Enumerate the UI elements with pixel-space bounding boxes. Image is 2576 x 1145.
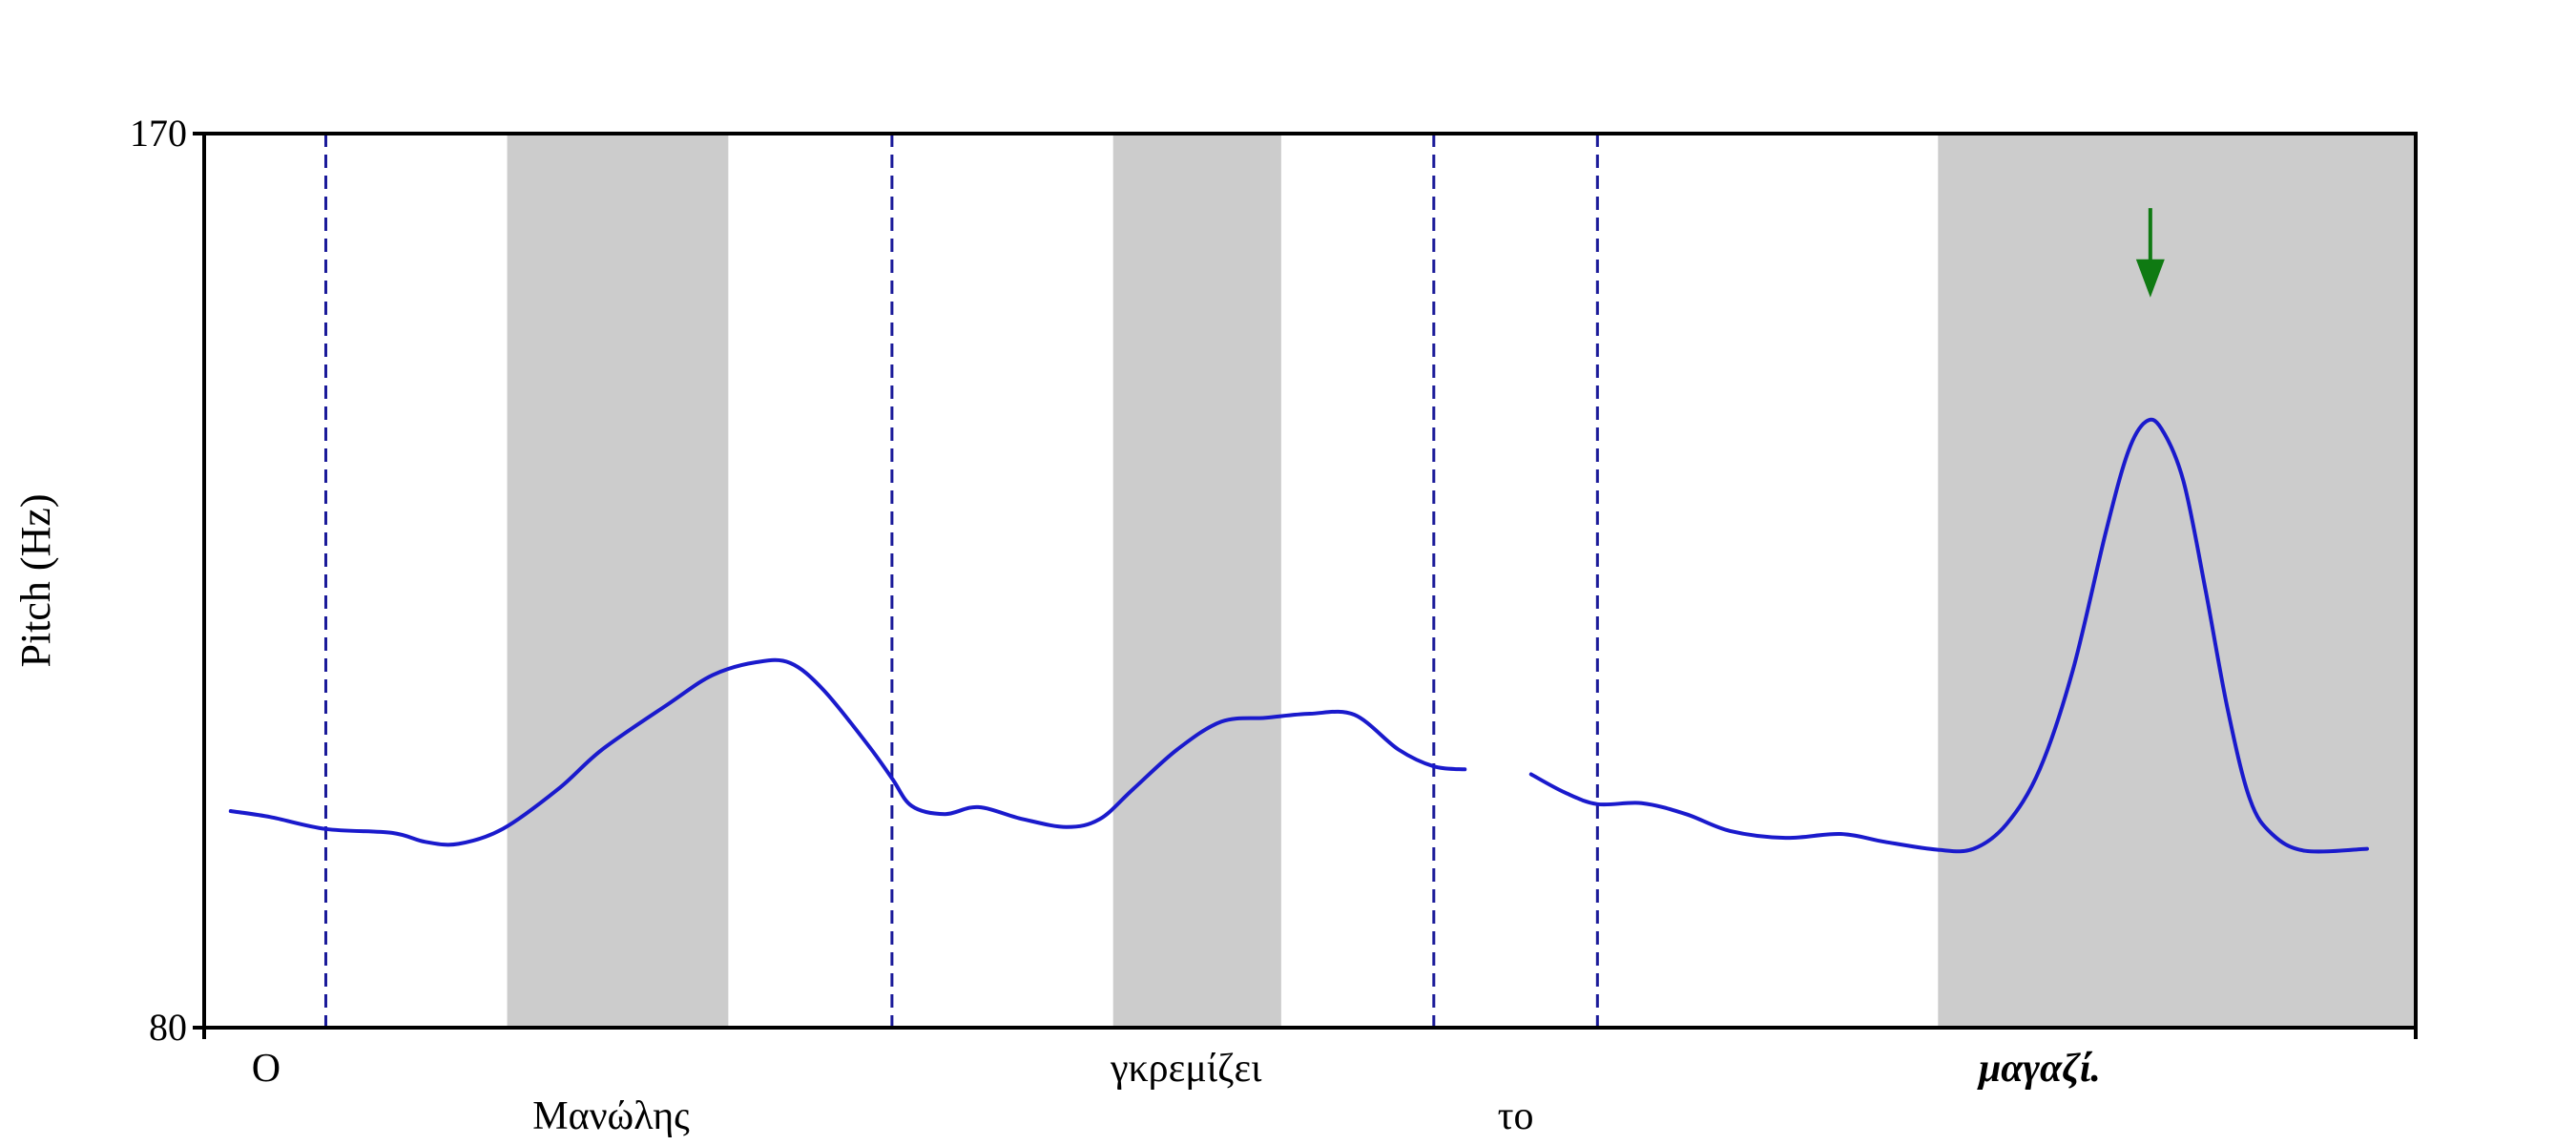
word-label-4: το bbox=[1498, 1094, 1534, 1138]
y-tick-label-80: 80 bbox=[149, 1006, 187, 1049]
word-label-1: Ο bbox=[252, 1047, 280, 1091]
word-boundaries bbox=[323, 134, 1599, 1028]
pitch-contour-segment-1 bbox=[228, 657, 1467, 847]
y-axis-ticks: 80 170 bbox=[130, 112, 2418, 1049]
word-label-5: μαγαζί. bbox=[1977, 1047, 2101, 1091]
y-tick-label-170: 170 bbox=[130, 112, 187, 155]
shaded-region-1 bbox=[507, 134, 729, 1028]
y-axis-label: Pitch (Hz) bbox=[12, 493, 59, 667]
word-labels: Ο Μανώλης γκρεμίζει το μαγαζί. bbox=[252, 1047, 2101, 1138]
plot-frame bbox=[202, 132, 2418, 1030]
plot-border bbox=[202, 132, 2418, 1030]
pitch-contour bbox=[228, 417, 2369, 854]
accent-arrow bbox=[2135, 208, 2165, 298]
shaded-region-2 bbox=[1112, 134, 1281, 1028]
pitch-contour-segment-2 bbox=[1528, 417, 2369, 854]
shaded-regions bbox=[507, 134, 2416, 1028]
word-label-3: γκρεμίζει bbox=[1110, 1047, 1262, 1091]
arrow-head bbox=[2135, 259, 2165, 298]
word-label-2: Μανώλης bbox=[532, 1094, 690, 1138]
shaded-region-3 bbox=[1938, 134, 2416, 1028]
